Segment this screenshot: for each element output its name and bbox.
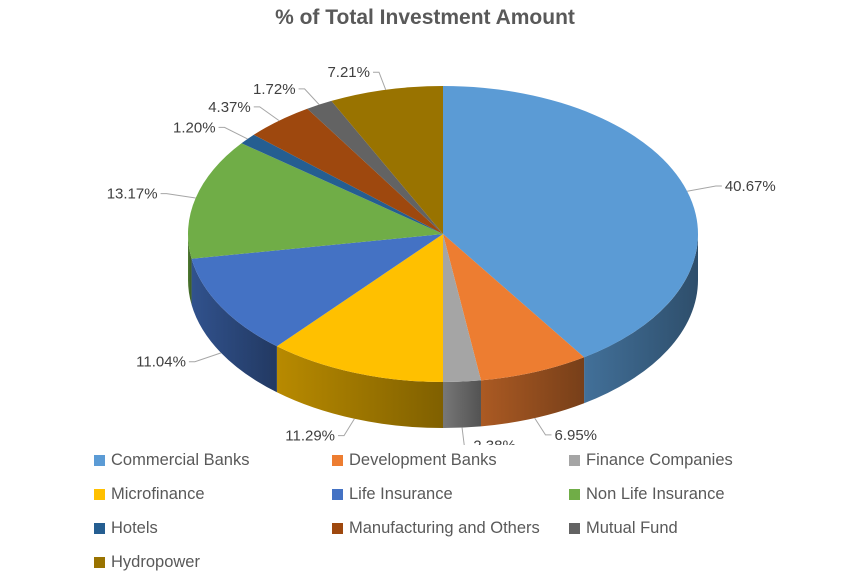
legend-label: Manufacturing and Others <box>349 518 540 537</box>
leader-line-hotels <box>218 126 248 140</box>
leader-line-development-banks <box>534 417 552 436</box>
data-label-mutual-fund: 1.72% <box>253 81 296 98</box>
leader-line-hydropower <box>372 71 387 90</box>
data-label-hydropower: 7.21% <box>327 64 370 81</box>
slice-side-life-insurance <box>191 258 277 393</box>
legend-item-commercial-banks: Commercial Banks <box>94 449 332 471</box>
slice-side-finance-companies <box>443 380 481 429</box>
slice-hotels <box>241 134 443 234</box>
pie-chart: 40.67% 6.95% 2.38% 11.29% 11.04% 13.17% 1.20% 4… <box>107 64 776 445</box>
legend-item-hotels: Hotels <box>94 517 332 539</box>
slice-manufacturing-and-others <box>253 108 443 234</box>
legend-label: Finance Companies <box>586 450 733 469</box>
data-label-life-insurance: 11.04% <box>136 354 186 371</box>
legend-item-hydropower: Hydropower <box>94 551 332 573</box>
legend-item-life-insurance: Life Insurance <box>332 483 569 505</box>
legend-swatch <box>332 488 343 500</box>
legend-swatch <box>94 522 105 534</box>
slice-mutual-fund <box>307 100 443 234</box>
leader-line-life-insurance <box>188 352 222 363</box>
legend-item-development-banks: Development Banks <box>332 449 569 471</box>
data-label-hotels: 1.20% <box>173 119 216 136</box>
leader-line-finance-companies <box>461 427 465 445</box>
leader-line-non-life-insurance <box>160 193 196 199</box>
slice-development-banks <box>443 234 585 381</box>
slice-side-non-life-insurance <box>188 234 192 305</box>
legend-item-manufacturing-and-others: Manufacturing and Others <box>332 517 569 539</box>
legend-label: Mutual Fund <box>586 518 678 537</box>
legend-label: Hotels <box>111 518 158 537</box>
data-label-microfinance: 11.29% <box>285 428 335 445</box>
pie-top-faces <box>187 86 699 382</box>
leader-line-mutual-fund <box>298 88 320 105</box>
slice-commercial-banks <box>443 86 699 358</box>
slice-hydropower <box>331 86 443 234</box>
data-label-development-banks: 6.95% <box>554 427 597 444</box>
leader-line-microfinance <box>338 418 355 437</box>
legend-swatch <box>569 522 580 534</box>
chart-legend: Commercial Banks Development Banks Finance… <box>94 449 814 573</box>
legend-swatch <box>332 454 343 466</box>
legend-swatch <box>332 522 343 534</box>
slice-side-commercial-banks <box>584 234 698 404</box>
legend-label: Development Banks <box>349 450 497 469</box>
data-labels: 40.67% 6.95% 2.38% 11.29% 11.04% 13.17% 1.20% 4… <box>107 64 776 445</box>
legend-label: Hydropower <box>111 552 200 571</box>
legend-label: Life Insurance <box>349 484 453 503</box>
legend-swatch <box>569 488 580 500</box>
legend-item-mutual-fund: Mutual Fund <box>569 517 814 539</box>
legend-label: Microfinance <box>111 484 205 503</box>
leader-line-commercial-banks <box>687 185 722 192</box>
legend-swatch <box>94 556 105 568</box>
legend-label: Commercial Banks <box>111 450 250 469</box>
legend-item-microfinance: Microfinance <box>94 483 332 505</box>
slice-microfinance <box>276 234 443 382</box>
pie-side-walls <box>188 234 698 429</box>
data-label-non-life-insurance: 13.17% <box>107 186 158 203</box>
slice-side-development-banks <box>480 357 585 427</box>
leader-line-manufacturing-and-others <box>253 106 280 122</box>
slice-side-microfinance <box>276 346 443 428</box>
slice-life-insurance <box>191 234 443 347</box>
legend-swatch <box>94 454 105 466</box>
legend-label: Non Life Insurance <box>586 484 725 503</box>
slice-finance-companies <box>443 234 481 382</box>
data-label-commercial-banks: 40.67% <box>725 178 776 195</box>
chart-title: % of Total Investment Amount <box>275 6 575 29</box>
legend-item-finance-companies: Finance Companies <box>569 449 814 471</box>
data-label-finance-companies: 2.38% <box>473 438 516 445</box>
legend-item-non-life-insurance: Non Life Insurance <box>569 483 814 505</box>
data-label-manufacturing-and-others: 4.37% <box>208 99 251 116</box>
slice-non-life-insurance <box>187 143 443 259</box>
legend-swatch <box>569 454 580 466</box>
legend-swatch <box>94 488 105 500</box>
